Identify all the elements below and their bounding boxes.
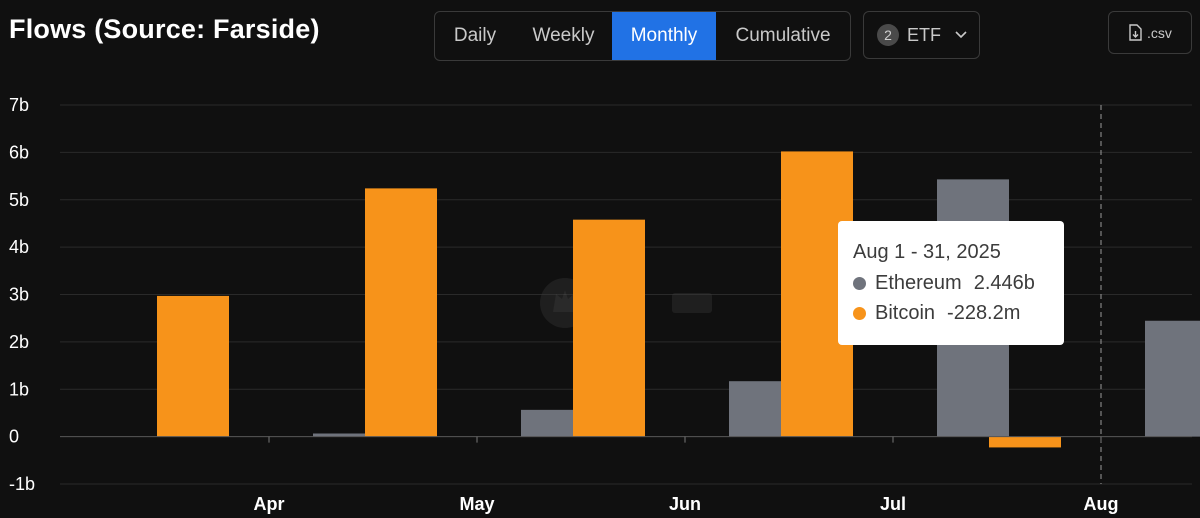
x-axis-ticks: Apr May Jun Jul Aug [254, 436, 1119, 514]
y-tick-label: 0 [9, 427, 19, 447]
tooltip-series-value: 2.446b [973, 272, 1035, 294]
tab-weekly[interactable]: Weekly [532, 25, 595, 46]
etf-filter-label: ETF [907, 24, 941, 45]
csv-export-label: .csv [1147, 24, 1172, 41]
tab-daily[interactable]: Daily [453, 25, 497, 46]
bar-ethereum-aug[interactable] [1145, 320, 1200, 437]
hover-tooltip: Aug 1 - 31, 2025 Ethereum 2.446b Bitcoin… [838, 221, 1064, 345]
bar-bitcoin-aug[interactable] [989, 436, 1061, 448]
y-tick-label: 6b [9, 142, 29, 162]
x-tick-label: May [459, 494, 494, 514]
y-tick-label: 2b [9, 332, 29, 352]
tooltip-row-ethereum: Ethereum 2.446b [853, 272, 1064, 295]
tab-monthly[interactable]: Monthly [612, 12, 716, 60]
y-tick-label: 7b [9, 95, 29, 115]
y-tick-label: 1b [9, 379, 29, 399]
bar-bitcoin-jun[interactable] [573, 219, 645, 437]
y-tick-label: 3b [9, 285, 29, 305]
tab-cumulative[interactable]: Cumulative [735, 25, 831, 46]
etf-filter-dropdown[interactable]: 2 ETF [863, 11, 980, 59]
ethereum-dot-icon [853, 277, 866, 290]
y-axis-ticks: 7b 6b 5b 4b 3b 2b 1b 0 -1b [9, 95, 35, 494]
tooltip-series-name: Ethereum [875, 272, 962, 294]
x-tick-label: Aug [1084, 494, 1119, 514]
tooltip-series-value: -228.2m [947, 302, 1021, 324]
etf-count-badge: 2 [877, 24, 899, 46]
y-tick-label: 5b [9, 190, 29, 210]
x-tick-label: Jul [880, 494, 906, 514]
y-tick-label: 4b [9, 237, 29, 257]
bar-bitcoin-may[interactable] [365, 188, 437, 437]
tooltip-series-name: Bitcoin [875, 302, 936, 324]
csv-export-button[interactable]: .csv [1108, 11, 1192, 54]
bar-bitcoin-apr[interactable] [157, 295, 229, 437]
period-tabs: Daily Weekly Monthly Cumulative [434, 11, 851, 61]
tooltip-title: Aug 1 - 31, 2025 [853, 241, 1001, 263]
x-tick-label: Jun [669, 494, 701, 514]
bitcoin-dot-icon [853, 307, 866, 320]
chart-title: Flows (Source: Farside) [9, 14, 320, 44]
x-tick-label: Apr [254, 494, 285, 514]
file-download-icon [1128, 24, 1142, 41]
chevron-down-icon [955, 31, 967, 39]
tooltip-row-bitcoin: Bitcoin -228.2m [853, 302, 1064, 325]
y-tick-label: -1b [9, 474, 35, 494]
bar-ethereum-apr[interactable] [313, 433, 385, 437]
